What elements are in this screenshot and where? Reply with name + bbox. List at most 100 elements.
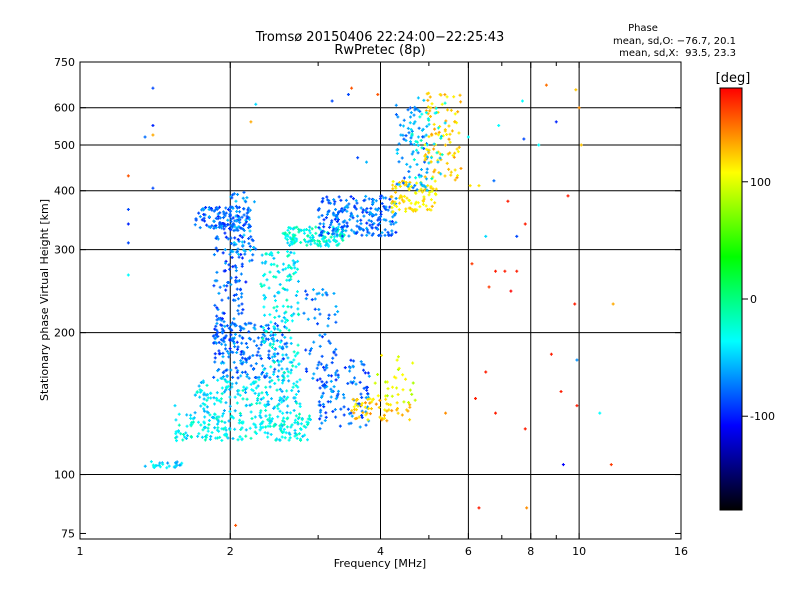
data-point (296, 259, 300, 263)
data-point (261, 364, 265, 368)
data-point (361, 411, 365, 415)
data-point (215, 249, 219, 253)
data-point (280, 319, 284, 323)
x-tick-label: 8 (527, 545, 534, 558)
data-point (289, 425, 293, 429)
colorbar-ticks: 100 0 -100 (742, 176, 775, 423)
data-point (292, 408, 296, 412)
data-point (259, 397, 263, 401)
data-point (305, 243, 309, 247)
data-point (222, 227, 226, 231)
data-point (410, 208, 414, 212)
data-point (228, 214, 232, 218)
data-point (175, 463, 179, 467)
data-point (238, 435, 242, 439)
data-point (418, 109, 422, 113)
data-point (304, 240, 308, 244)
data-point (278, 283, 282, 287)
data-point (523, 427, 527, 431)
data-point (376, 394, 380, 398)
data-point (407, 131, 411, 135)
data-point (206, 396, 210, 400)
data-point (322, 222, 326, 226)
data-point (229, 205, 233, 209)
data-point (216, 378, 220, 382)
data-point (365, 210, 369, 214)
data-point (253, 391, 257, 395)
data-point (290, 314, 294, 318)
data-point (215, 391, 219, 395)
data-point (270, 251, 274, 255)
data-point (214, 436, 218, 440)
data-point (293, 418, 297, 422)
data-point (407, 186, 411, 190)
data-point (235, 401, 239, 405)
data-point (261, 332, 265, 336)
data-point (427, 161, 431, 165)
data-point (408, 165, 412, 169)
data-point (260, 284, 264, 288)
data-point (242, 248, 246, 252)
data-point (317, 307, 321, 311)
data-point (249, 321, 253, 325)
data-point (286, 241, 290, 245)
data-point (324, 216, 328, 220)
data-point (238, 411, 242, 415)
data-point (549, 352, 553, 356)
data-point (384, 196, 388, 200)
data-point (229, 368, 233, 372)
data-point (424, 111, 428, 115)
data-point (360, 233, 364, 237)
data-point (394, 230, 398, 234)
data-point (400, 156, 404, 160)
data-point (286, 356, 290, 360)
data-point (281, 353, 285, 357)
data-point (282, 399, 286, 403)
data-point (360, 401, 364, 405)
data-point (267, 353, 271, 357)
data-point (423, 154, 427, 158)
data-point (248, 229, 252, 233)
data-point (242, 207, 246, 211)
data-point (365, 160, 369, 164)
data-point (432, 147, 436, 151)
data-point (258, 422, 262, 426)
data-point (342, 396, 346, 400)
data-point (329, 395, 333, 399)
data-point (259, 409, 263, 413)
data-point (222, 311, 226, 315)
data-point (362, 363, 366, 367)
data-point (215, 321, 219, 325)
data-point (404, 139, 408, 143)
data-point (307, 414, 311, 418)
gridlines (80, 62, 681, 539)
data-point (292, 382, 296, 386)
data-point (280, 367, 284, 371)
data-point (226, 280, 230, 284)
data-point (235, 340, 239, 344)
data-point (404, 207, 408, 211)
data-point (254, 432, 258, 436)
data-point (334, 378, 338, 382)
data-point (215, 270, 219, 274)
data-point (350, 214, 354, 218)
data-point (371, 232, 375, 236)
data-point (430, 204, 434, 208)
data-point (275, 264, 279, 268)
data-point (285, 288, 289, 292)
data-point (309, 418, 313, 422)
data-point (365, 388, 369, 392)
data-point (261, 370, 265, 374)
data-point (410, 152, 414, 156)
data-point (266, 424, 270, 428)
data-point (228, 426, 232, 430)
data-point (317, 400, 321, 404)
data-point (217, 367, 221, 371)
data-point (235, 250, 239, 254)
data-point (383, 233, 387, 237)
data-point (304, 289, 308, 293)
data-point (233, 427, 237, 431)
data-point (395, 205, 399, 209)
data-point (223, 420, 227, 424)
data-point (304, 297, 308, 301)
